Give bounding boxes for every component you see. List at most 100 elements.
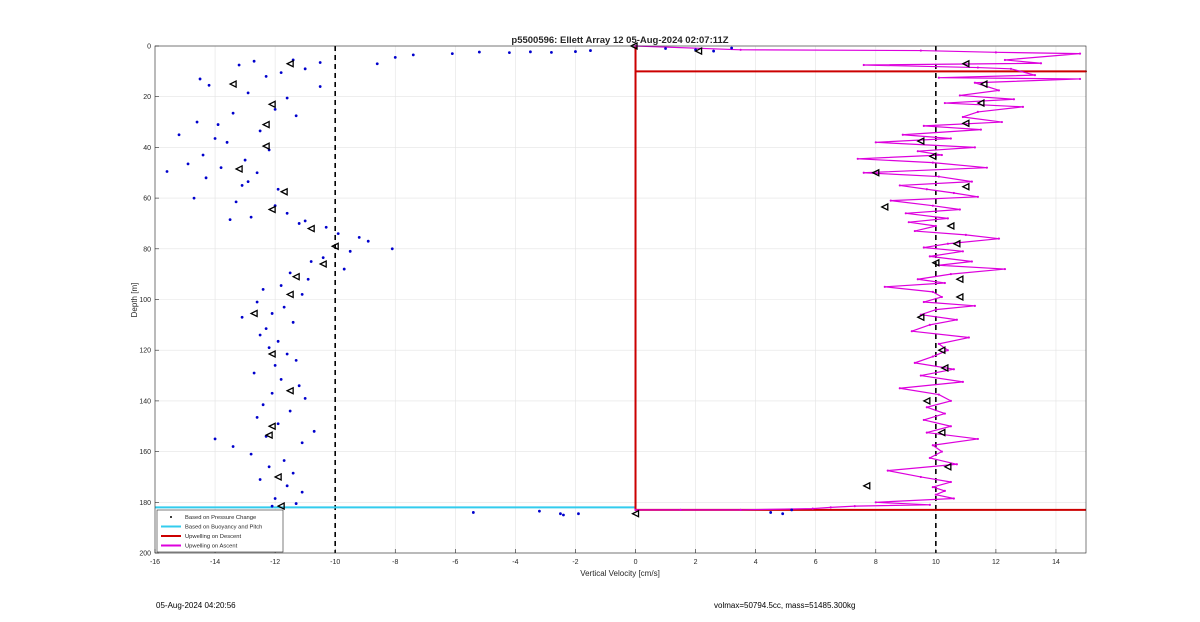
data-point bbox=[790, 508, 794, 512]
ascent-point bbox=[934, 224, 937, 228]
triangle-marker bbox=[940, 363, 949, 372]
y-tick-label: 160 bbox=[139, 449, 151, 456]
triangle-marker bbox=[267, 422, 276, 431]
legend-label: Based on Buoyancy and Pitch bbox=[185, 525, 262, 531]
ascent-point bbox=[913, 361, 916, 364]
data-point bbox=[270, 312, 274, 315]
data-point bbox=[228, 218, 232, 222]
data-point bbox=[550, 50, 553, 54]
ascent-point bbox=[946, 217, 949, 220]
legend-label: Upwelling on Descent bbox=[185, 534, 241, 540]
ascent-point bbox=[943, 101, 946, 105]
data-point bbox=[231, 111, 235, 115]
triangle-marker bbox=[267, 205, 276, 214]
data-point bbox=[297, 384, 301, 388]
data-point bbox=[252, 371, 256, 375]
legend-swatch bbox=[170, 516, 172, 518]
ascent-point bbox=[901, 133, 904, 136]
x-tick-label: -12 bbox=[270, 559, 280, 566]
triangle-marker bbox=[976, 98, 985, 108]
ascent-point bbox=[922, 246, 925, 249]
triangle-marker bbox=[276, 502, 285, 511]
data-point bbox=[529, 50, 532, 54]
ascent-point bbox=[994, 51, 998, 54]
data-point bbox=[258, 478, 262, 481]
triangle-marker bbox=[880, 202, 889, 212]
ascent-point bbox=[931, 290, 934, 293]
data-point bbox=[348, 249, 352, 253]
ascent-point bbox=[1009, 67, 1013, 70]
y-tick-label: 80 bbox=[143, 246, 151, 253]
chart-title: p5500596: Ellett Array 12 05-Aug-2024 02… bbox=[511, 35, 728, 46]
ascent-point bbox=[931, 355, 934, 358]
triangle-marker bbox=[228, 79, 237, 89]
ascent-point bbox=[1021, 105, 1025, 108]
reference-lines bbox=[334, 46, 937, 553]
ascent-point bbox=[739, 508, 742, 512]
data-point bbox=[300, 293, 304, 296]
data-point bbox=[769, 511, 773, 514]
y-tick-label: 140 bbox=[139, 398, 151, 405]
ascent-point bbox=[949, 273, 952, 276]
ascent-point bbox=[958, 208, 961, 211]
ascent-point bbox=[964, 233, 967, 236]
x-tick-label: -8 bbox=[392, 559, 398, 566]
data-point bbox=[216, 123, 220, 126]
ascent-point bbox=[1078, 52, 1082, 55]
ascent-point bbox=[937, 342, 940, 345]
ascent-point bbox=[1039, 62, 1043, 65]
data-point bbox=[294, 358, 298, 362]
data-point bbox=[246, 91, 250, 95]
data-point bbox=[411, 53, 415, 57]
ascent-point bbox=[928, 323, 931, 326]
data-point bbox=[267, 465, 271, 469]
triangle-marker bbox=[273, 472, 282, 482]
y-axis-label: Depth [m] bbox=[130, 283, 139, 318]
ascent-point bbox=[904, 212, 907, 215]
triangle-marker bbox=[285, 386, 294, 395]
ascent-point bbox=[811, 507, 814, 510]
x-tick-label: -14 bbox=[210, 559, 220, 566]
ascent-point bbox=[955, 318, 958, 321]
ascent-point bbox=[925, 406, 928, 409]
ascent-point bbox=[973, 146, 976, 149]
triangle-marker bbox=[291, 272, 300, 281]
data-point bbox=[507, 51, 511, 54]
ascent-point bbox=[928, 456, 931, 460]
data-point bbox=[255, 171, 259, 175]
ascent-point bbox=[952, 368, 955, 371]
data-point bbox=[288, 409, 292, 413]
data-point bbox=[249, 215, 253, 219]
triangle-marker bbox=[946, 221, 955, 231]
ascent-point bbox=[889, 199, 892, 202]
data-point bbox=[273, 497, 277, 500]
footer-timestamp: 05-Aug-2024 04:20:56 bbox=[156, 601, 236, 610]
ascent-point bbox=[883, 285, 886, 288]
triangle-marker bbox=[937, 428, 946, 437]
ascent-point bbox=[829, 506, 832, 509]
data-point bbox=[252, 59, 256, 63]
x-tick-label: 8 bbox=[874, 559, 878, 566]
ascent-point bbox=[1078, 77, 1082, 81]
data-point bbox=[261, 287, 265, 291]
data-point bbox=[195, 120, 199, 124]
ascent-point bbox=[910, 330, 913, 333]
data-point bbox=[237, 63, 241, 67]
data-point bbox=[318, 85, 322, 88]
data-point bbox=[240, 184, 244, 187]
triangle-marker bbox=[261, 120, 270, 129]
triangle-marker bbox=[234, 164, 243, 173]
data-point bbox=[207, 83, 211, 87]
ascent-point bbox=[997, 237, 1001, 240]
data-point bbox=[279, 377, 283, 381]
ascent-point bbox=[898, 387, 901, 390]
y-tick-label: 120 bbox=[139, 348, 151, 355]
triangle-marker bbox=[862, 481, 871, 490]
ascent-point bbox=[973, 304, 976, 307]
ascent-point bbox=[943, 489, 946, 492]
triangle-marker bbox=[943, 462, 952, 471]
triangle-marker bbox=[928, 152, 937, 161]
ascent-point bbox=[940, 295, 943, 299]
data-point bbox=[219, 166, 223, 170]
x-tick-label: 2 bbox=[694, 559, 698, 566]
